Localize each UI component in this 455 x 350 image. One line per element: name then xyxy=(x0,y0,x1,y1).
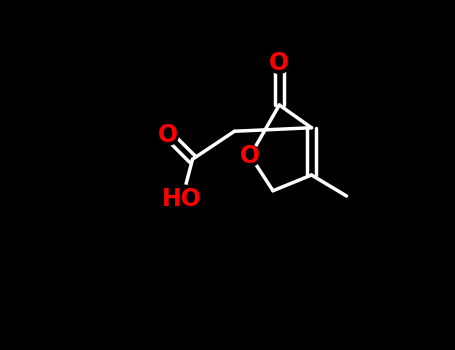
Circle shape xyxy=(157,124,178,145)
Circle shape xyxy=(167,185,197,214)
Text: O: O xyxy=(158,123,178,147)
Text: O: O xyxy=(240,144,260,168)
Text: O: O xyxy=(269,51,289,75)
Circle shape xyxy=(269,52,290,74)
Text: HO: HO xyxy=(162,188,202,211)
Circle shape xyxy=(240,145,261,166)
